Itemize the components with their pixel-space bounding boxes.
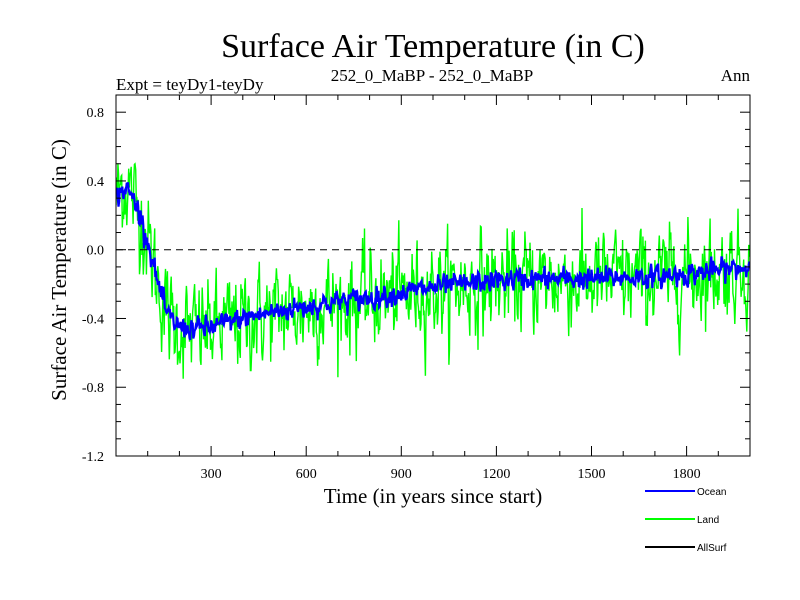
period-label: 252_0_MaBP - 252_0_MaBP <box>331 66 533 85</box>
season-label: Ann <box>721 66 751 85</box>
x-tick-label: 600 <box>296 467 317 482</box>
x-tick-label: 300 <box>201 467 222 482</box>
series-line-ocean <box>116 182 750 341</box>
y-tick-label: 0.4 <box>87 175 105 190</box>
y-tick-label: 0.0 <box>87 244 105 259</box>
y-tick-label: -1.2 <box>82 450 104 465</box>
legend: Ocean Land AllSurf <box>645 487 727 554</box>
legend-label-land: Land <box>697 515 719 526</box>
chart-title: Surface Air Temperature (in C) <box>221 28 645 65</box>
experiment-label: Expt = teyDy1-teyDy <box>116 75 264 94</box>
series-line-land <box>116 162 750 379</box>
x-axis-label: Time (in years since start) <box>324 484 543 508</box>
series-layer <box>116 162 750 379</box>
legend-label-allsurf: AllSurf <box>697 543 727 554</box>
y-tick-label: 0.8 <box>87 106 105 121</box>
x-tick-label: 1800 <box>673 467 701 482</box>
legend-label-ocean: Ocean <box>697 487 726 498</box>
x-tick-label: 1500 <box>578 467 606 482</box>
x-tick-label: 1200 <box>482 467 510 482</box>
x-tick-label: 900 <box>391 467 412 482</box>
y-axis-label: Surface Air Temperature (in C) <box>47 139 71 401</box>
y-tick-label: -0.8 <box>82 381 104 396</box>
y-tick-label: -0.4 <box>82 312 104 327</box>
tick-layer: 300 600 900 1200 1500 1800 -1.2 -0.8 -0.4 0.0 0.4 0… <box>82 94 750 482</box>
